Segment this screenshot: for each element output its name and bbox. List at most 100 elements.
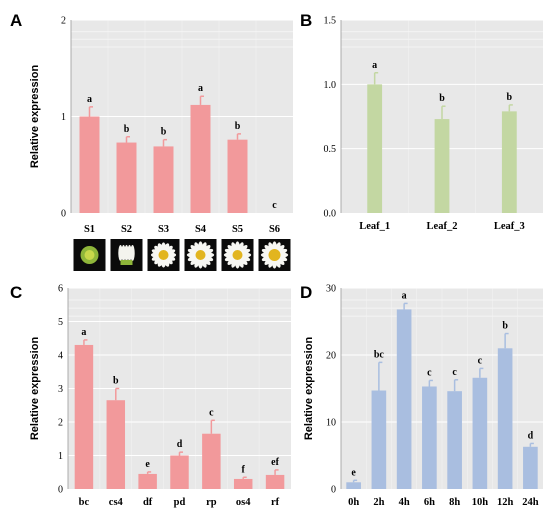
significance-letter: c xyxy=(427,367,432,378)
flower-image xyxy=(221,239,254,271)
x-tick-label: 6h xyxy=(424,497,435,508)
bar xyxy=(79,116,100,213)
y-axis-label: Relative expression xyxy=(29,337,41,441)
panel-a: A 0 1 2 a S1 b S2 b S3 a S4 b S5 c S6 Relative expressio… xyxy=(10,11,293,271)
y-tick-label: 1 xyxy=(61,112,66,123)
significance-letter: b xyxy=(439,93,445,104)
significance-letter: c xyxy=(209,407,214,418)
x-tick-label: Leaf_2 xyxy=(427,221,458,232)
significance-letter: a xyxy=(402,290,407,301)
flower-petal xyxy=(130,245,135,261)
significance-letter: e xyxy=(145,459,150,470)
bar xyxy=(233,478,253,489)
x-tick-label: 4h xyxy=(399,497,410,508)
x-tick-label: S6 xyxy=(269,224,280,235)
y-tick-label: 4 xyxy=(58,351,63,362)
bar xyxy=(472,377,488,489)
y-tick-label: 0 xyxy=(58,485,63,496)
bar xyxy=(371,390,387,489)
y-tick-label: 0 xyxy=(61,209,66,220)
bar xyxy=(74,344,94,489)
significance-letter: bc xyxy=(374,349,385,360)
bar xyxy=(265,474,285,489)
x-tick-label: S2 xyxy=(121,224,132,235)
x-tick-label: 2h xyxy=(373,497,384,508)
y-tick-label: 1.0 xyxy=(324,80,337,91)
x-tick-label: S3 xyxy=(158,224,169,235)
y-tick-label: 6 xyxy=(58,284,63,295)
bar xyxy=(227,139,248,213)
x-tick-label: os4 xyxy=(236,497,251,508)
y-axis-label: Relative expression xyxy=(303,337,315,441)
flower-image xyxy=(147,239,180,271)
bar xyxy=(422,386,437,489)
significance-letter: a xyxy=(81,327,86,338)
y-tick-label: 1.5 xyxy=(324,16,337,27)
significance-letter: b xyxy=(113,376,119,387)
bar xyxy=(190,104,211,213)
y-tick-label: 20 xyxy=(326,351,336,362)
y-tick-label: 0 xyxy=(331,485,336,496)
y-tick-label: 30 xyxy=(326,284,336,295)
panel-c: C 0 1 2 3 4 5 6 a bc b cs4 e df d pd c rp f os4 ef rf Relative… xyxy=(10,283,291,508)
significance-letter: e xyxy=(351,467,356,478)
bar xyxy=(367,84,383,213)
significance-letter: c xyxy=(478,355,483,366)
x-tick-label: S5 xyxy=(232,224,243,235)
y-axis-label: Relative expression xyxy=(29,65,41,169)
bar xyxy=(116,142,137,213)
flower-center xyxy=(195,250,206,260)
y-tick-label: 10 xyxy=(326,418,336,429)
x-tick-label: 0h xyxy=(348,497,359,508)
bar xyxy=(202,433,221,489)
bar xyxy=(497,348,513,489)
x-tick-label: 10h xyxy=(472,497,489,508)
panel-d: D 0 10 20 30 e 0h bc 2h a 4h c 6h c 8h c 10h b 12h d 24h Rela… xyxy=(300,283,543,508)
panel-letter: B xyxy=(300,11,312,30)
bar xyxy=(153,146,174,213)
flower-bud-center xyxy=(84,250,95,260)
significance-letter: a xyxy=(372,60,377,71)
significance-letter: b xyxy=(161,127,167,138)
y-tick-label: 3 xyxy=(58,384,63,395)
y-tick-label: 2 xyxy=(58,418,63,429)
flower-image xyxy=(184,239,217,271)
y-tick-label: 1 xyxy=(58,451,63,462)
flower-image xyxy=(110,239,143,271)
flower-image xyxy=(258,239,291,271)
flower-center xyxy=(268,249,281,261)
bar xyxy=(138,473,157,489)
significance-letter: d xyxy=(177,439,183,450)
bar xyxy=(501,111,517,213)
significance-letter: d xyxy=(528,430,534,441)
bar xyxy=(170,455,189,489)
x-tick-label: rf xyxy=(271,497,280,508)
x-tick-label: Leaf_3 xyxy=(494,221,525,232)
panel-letter: A xyxy=(10,11,22,30)
x-tick-label: rp xyxy=(206,497,217,508)
significance-letter: b xyxy=(507,92,513,103)
panel-letter: D xyxy=(300,283,312,302)
bar xyxy=(106,400,126,489)
flower-image xyxy=(73,239,106,271)
y-tick-label: 0.5 xyxy=(324,144,337,155)
significance-letter: a xyxy=(198,83,203,94)
y-tick-label: 5 xyxy=(58,317,63,328)
significance-letter: b xyxy=(124,124,130,135)
bar xyxy=(434,119,450,213)
x-tick-label: 8h xyxy=(449,497,460,508)
x-tick-label: 12h xyxy=(497,497,514,508)
x-tick-label: Leaf_1 xyxy=(359,221,390,232)
y-tick-label: 0.0 xyxy=(324,209,337,220)
x-tick-label: S1 xyxy=(84,224,95,235)
bar xyxy=(346,482,361,489)
bar xyxy=(396,309,412,489)
significance-letter: b xyxy=(502,321,508,332)
panel-b: B 0.0 0.5 1.0 1.5 a Leaf_1 b Leaf_2 b Leaf_3 xyxy=(300,11,543,232)
flower-center xyxy=(232,250,243,260)
significance-letter: a xyxy=(87,94,92,105)
x-tick-label: 24h xyxy=(522,497,539,508)
significance-letter: b xyxy=(235,121,241,132)
x-tick-label: cs4 xyxy=(109,497,124,508)
